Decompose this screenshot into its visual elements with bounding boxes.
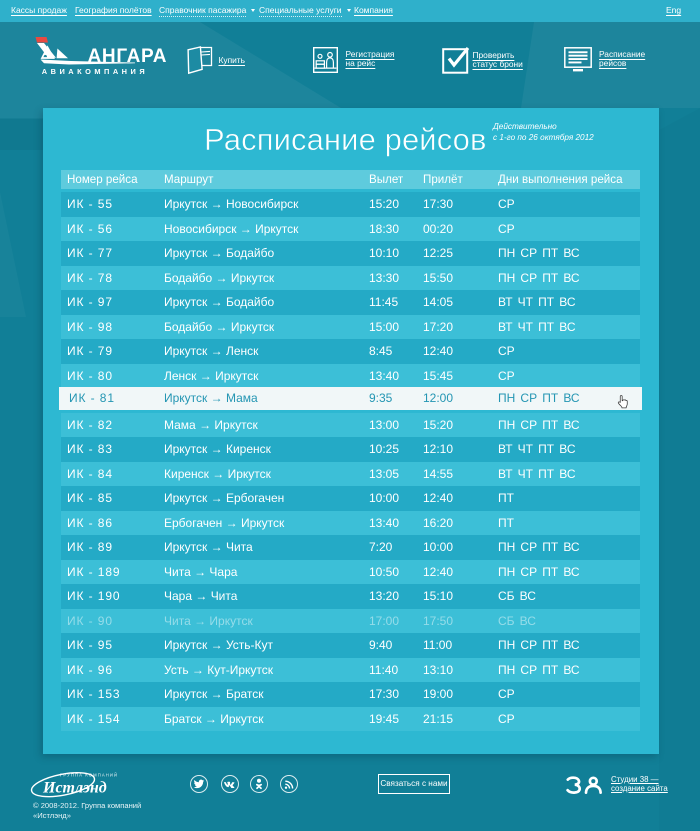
svg-text:АНГАРА: АНГАРА: [88, 46, 168, 67]
svg-text:Истлэнд: Истлэнд: [42, 780, 107, 797]
svg-text:ГРУППА КОМПАНИЙ: ГРУППА КОМПАНИЙ: [60, 773, 118, 778]
svg-text:АВИАКОМПАНИЯ: АВИАКОМПАНИЯ: [42, 67, 148, 76]
